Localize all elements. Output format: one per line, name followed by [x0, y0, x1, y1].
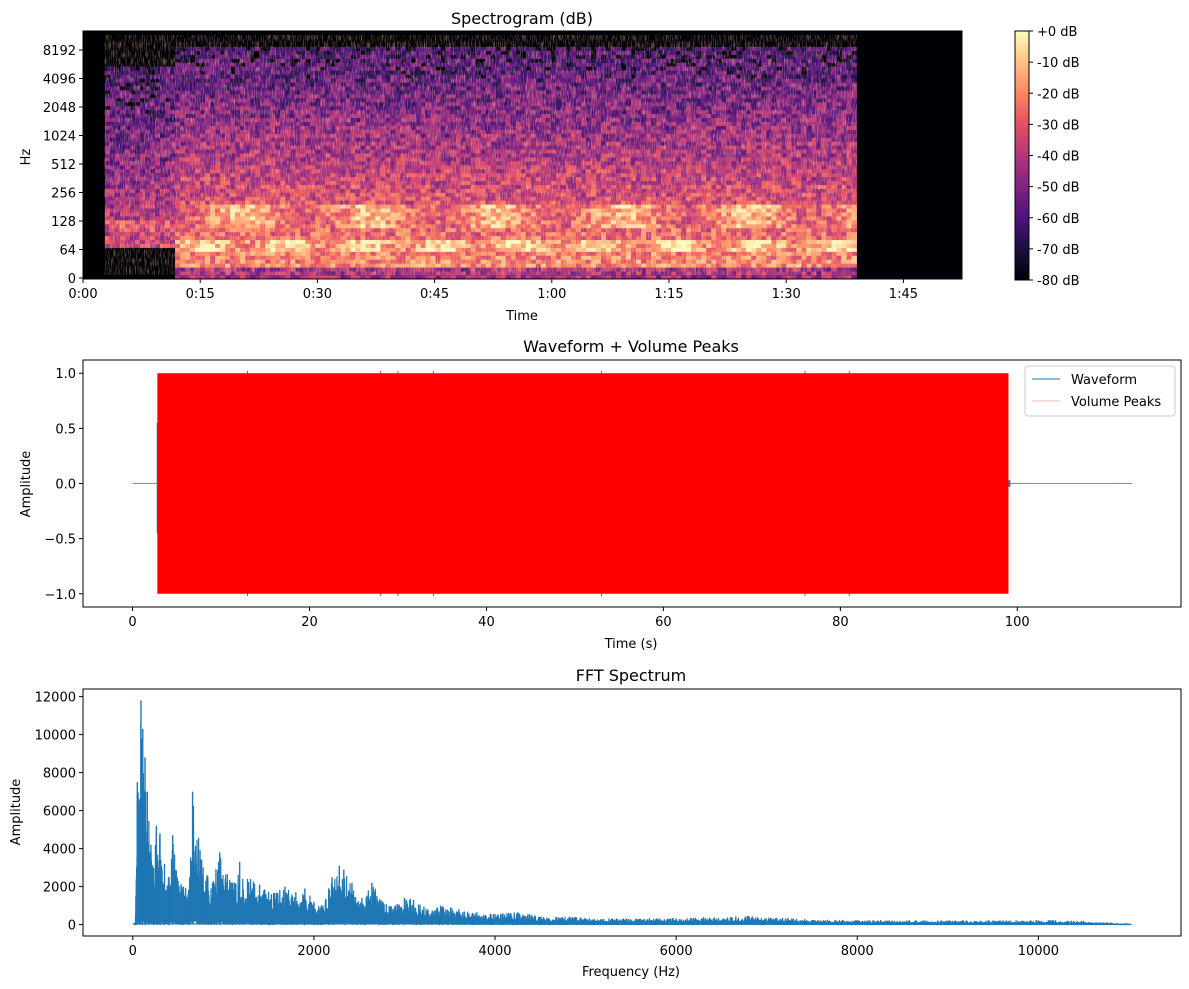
spectrogram-cell [455, 275, 462, 279]
spectrogram-cell [260, 275, 266, 279]
spectrogram-cell [485, 275, 492, 279]
spectrogram-cell [275, 275, 281, 279]
spectrogram-cell [405, 275, 411, 279]
spectrogram-cell [535, 275, 542, 279]
spectrogram-cell [375, 275, 381, 279]
spectrogram-cell [425, 275, 431, 279]
spectrogram-cell [440, 275, 447, 279]
spectrogram-cell [215, 275, 221, 279]
spectrogram-cell [475, 275, 482, 279]
spectrogram-cell [370, 275, 376, 279]
spectrogram-cell [240, 275, 246, 279]
spectrogram-cell [505, 275, 512, 279]
spectrogram-cell [510, 275, 517, 279]
spectrogram-cell [520, 275, 527, 279]
spectrogram-cell [265, 275, 271, 279]
spectrogram-cell [185, 275, 191, 279]
spectrogram-cell [225, 275, 231, 279]
spectrogram-cell [430, 275, 436, 279]
spectrogram-cell [190, 275, 196, 279]
spectrogram-cell [290, 275, 296, 279]
spectrogram-cell [195, 275, 201, 279]
spectrogram-cell [255, 275, 261, 279]
spectrogram-cell [295, 275, 301, 279]
spectrogram-cell [310, 275, 316, 279]
spectrogram-cell [300, 275, 306, 279]
spectrogram-cell [325, 275, 331, 279]
spectrogram-cell [500, 275, 507, 279]
spectrogram-cell [415, 275, 421, 279]
spectrogram-cell [550, 275, 557, 279]
spectrogram-cell [360, 275, 366, 279]
spectrogram-cell [490, 275, 497, 279]
spectrogram-cell [525, 275, 532, 279]
spectrogram-cell [330, 275, 336, 279]
spectrogram-cell [545, 275, 552, 279]
spectrogram-cell [320, 275, 326, 279]
spectrogram-cell [385, 275, 391, 279]
spectrogram-cell [205, 275, 211, 279]
spectrogram-cell [540, 275, 547, 279]
spectrogram-title: Spectrogram (dB) [451, 9, 593, 28]
spectrogram-cell [420, 275, 426, 279]
spectrogram-cell [435, 275, 442, 279]
spectrogram-cell [530, 275, 537, 279]
spectrogram-cell [210, 275, 216, 279]
spectrogram-cell [200, 275, 206, 279]
spectrogram-cell [315, 275, 321, 279]
spectrogram-cell [395, 275, 401, 279]
spectrogram-cell [175, 275, 181, 279]
spectrogram-cell [350, 275, 356, 279]
spectrogram-cell [450, 275, 457, 279]
spectrogram-cell [230, 275, 236, 279]
spectrogram-cell [340, 275, 346, 279]
spectrogram-cell [515, 275, 522, 279]
spectrogram-cell [380, 275, 386, 279]
spectrogram-cell [465, 275, 472, 279]
spectrogram-cell [480, 275, 487, 279]
spectrogram-cell [235, 275, 241, 279]
spectrogram-cell [460, 275, 467, 279]
spectrogram-cell [445, 275, 452, 279]
spectrogram-cell [245, 275, 251, 279]
spectrogram-cell [400, 275, 406, 279]
spectrogram-cell [180, 275, 186, 279]
spectrogram-cell [305, 275, 311, 279]
spectrogram-cell [495, 275, 502, 279]
spectrogram-cell [390, 275, 396, 279]
spectrogram-cell [345, 275, 351, 279]
spectrogram-cell [270, 275, 276, 279]
spectrogram-cell [365, 275, 371, 279]
spectrogram-cell [220, 275, 226, 279]
spectrogram-cell [470, 275, 477, 279]
spectrogram-cell [335, 275, 341, 279]
spectrogram-cell [355, 275, 361, 279]
spectrogram-cell [250, 275, 256, 279]
spectrogram-panel: Spectrogram (dB) 0:00 0:15 0:30 0:45 1:00 1:1… [19, 9, 1080, 324]
spectrogram-cell [280, 275, 286, 279]
spectrogram-cell [285, 275, 291, 279]
spectrogram-cell [410, 275, 416, 279]
